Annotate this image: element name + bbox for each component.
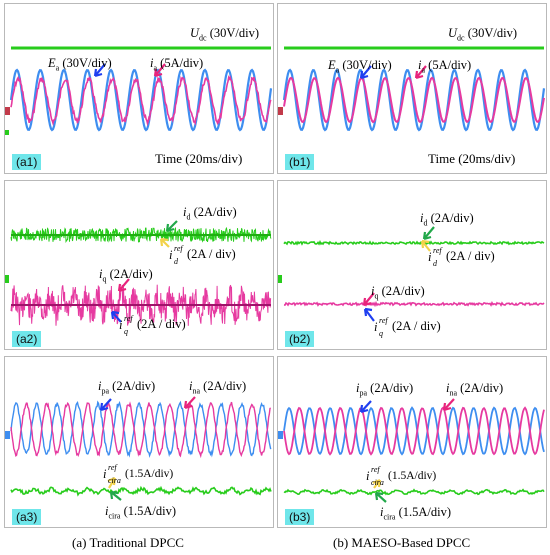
channel-marker bbox=[5, 130, 9, 135]
panel-a2-plot bbox=[10, 220, 272, 326]
iq-current-trace bbox=[283, 300, 545, 308]
panel-b2-plot bbox=[283, 226, 545, 322]
ea-arrow bbox=[359, 65, 372, 80]
ea-voltage-trace bbox=[9, 68, 273, 132]
icref-arrow bbox=[372, 478, 382, 489]
panel-b1: Udc (30V/div) Ea (30V/div) ia (5A/div) T… bbox=[277, 3, 547, 174]
ia-current-trace bbox=[10, 75, 272, 127]
time-label: Time (20ms/div) bbox=[155, 151, 243, 166]
panel-tag: (a2) bbox=[12, 331, 42, 347]
id-label: id (2A/div) bbox=[183, 205, 237, 222]
panel-b1-plot bbox=[282, 46, 546, 132]
id-arrow bbox=[165, 220, 178, 233]
ia-label: ia (5A/div) bbox=[418, 58, 472, 75]
icira-arrow bbox=[109, 490, 122, 501]
channel-marker bbox=[5, 107, 10, 115]
panel-tag: (a1) bbox=[12, 154, 42, 170]
panel-a1-plot bbox=[9, 46, 273, 132]
ia-label: ia (5A/div) bbox=[150, 56, 204, 73]
panel-a3: ipa (2A/div) ina (2A/div) i ref cira (1.5A/… bbox=[4, 356, 274, 528]
iq-label: iq (2A/div) bbox=[371, 284, 425, 301]
id-current-trace bbox=[283, 240, 545, 246]
panel-b3: ipa (2A/div) ina (2A/div) i ref cira (1.5A/… bbox=[277, 356, 547, 528]
ipa-current-trace bbox=[283, 406, 545, 456]
ina-current-trace bbox=[283, 406, 545, 456]
ina-label: ina (2A/div) bbox=[446, 381, 504, 398]
ina-arrow bbox=[183, 396, 196, 410]
channel-marker bbox=[5, 431, 10, 439]
iq-arrow bbox=[117, 278, 130, 293]
id-arrow bbox=[422, 226, 435, 241]
channel-marker bbox=[278, 431, 283, 439]
iq-arrow bbox=[362, 292, 375, 307]
ea-arrow bbox=[93, 63, 106, 78]
panel-tag: (a3) bbox=[12, 509, 42, 525]
panel-a3-plot bbox=[10, 396, 272, 501]
panel-tag: (b1) bbox=[285, 154, 315, 170]
panel-a2: id (2A/div) i ref d (2A / div) iq (2A/div) … bbox=[4, 180, 274, 350]
ina-label: ina (2A/div) bbox=[189, 379, 247, 396]
id-label: id (2A/div) bbox=[420, 211, 474, 228]
ea-label: Ea (30V/div) bbox=[48, 56, 112, 73]
id-current-trace bbox=[10, 226, 272, 243]
panel-b2: id (2A/div) i ref d (2A / div) iq (2A/div) … bbox=[277, 180, 547, 350]
ia-current-trace bbox=[283, 76, 545, 124]
idref-arrow bbox=[420, 239, 431, 252]
channel-marker bbox=[278, 107, 283, 115]
idref-arrow bbox=[159, 237, 170, 248]
ina-current-trace bbox=[10, 401, 272, 459]
icira-current-trace bbox=[10, 485, 272, 497]
iq-current-trace bbox=[10, 284, 272, 326]
ipa-label: ipa (2A/div) bbox=[98, 379, 156, 396]
idref-label: i ref d (2A / div) bbox=[169, 244, 236, 267]
caption-traditional-dpcc: (a) Traditional DPCC bbox=[72, 535, 184, 550]
panel-b3-plot bbox=[283, 398, 545, 503]
icref-label: i ref cira (1.5A/div) bbox=[103, 463, 174, 486]
icira-label: icira (1.5A/div) bbox=[105, 504, 177, 521]
ipa-label: ipa (2A/div) bbox=[356, 381, 414, 398]
panel-tag: (b2) bbox=[285, 331, 315, 347]
channel-marker bbox=[278, 275, 282, 283]
ipa-current-trace bbox=[10, 400, 272, 459]
panel-a1: Udc (30V/div) Ea (30V/div) ia (5A/div) T… bbox=[4, 3, 274, 174]
ina-arrow bbox=[442, 398, 455, 412]
udc-label: Udc (30V/div) bbox=[448, 26, 518, 43]
iqref-label: i ref q (2A / div) bbox=[374, 316, 441, 339]
idref-label: i ref d (2A / div) bbox=[428, 246, 495, 269]
icira-current-trace bbox=[283, 488, 545, 496]
time-label: Time (20ms/div) bbox=[428, 151, 516, 166]
iqref-arrow bbox=[110, 310, 122, 323]
panel-tag: (b3) bbox=[285, 509, 315, 525]
icref-label: i ref cira (1.5A/div) bbox=[366, 465, 437, 488]
icira-label: icira (1.5A/div) bbox=[380, 505, 452, 522]
udc-label: Udc (30V/div) bbox=[190, 26, 260, 43]
icira-arrow bbox=[374, 491, 387, 503]
iq-label: iq (2A/div) bbox=[99, 267, 153, 284]
icref-arrow bbox=[107, 476, 117, 489]
ia-arrow bbox=[153, 63, 166, 78]
channel-marker bbox=[5, 275, 9, 283]
iqref-label: i ref q (2A / div) bbox=[119, 314, 186, 337]
ea-label: Ea (30V/div) bbox=[328, 58, 392, 75]
iqref-arrow bbox=[363, 307, 375, 322]
caption-maeso-based-dpcc: (b) MAESO-Based DPCC bbox=[333, 535, 471, 550]
ipa-arrow bbox=[359, 400, 372, 414]
ipa-arrow bbox=[99, 398, 112, 412]
ea-voltage-trace bbox=[282, 68, 546, 132]
ia-arrow bbox=[414, 65, 427, 80]
